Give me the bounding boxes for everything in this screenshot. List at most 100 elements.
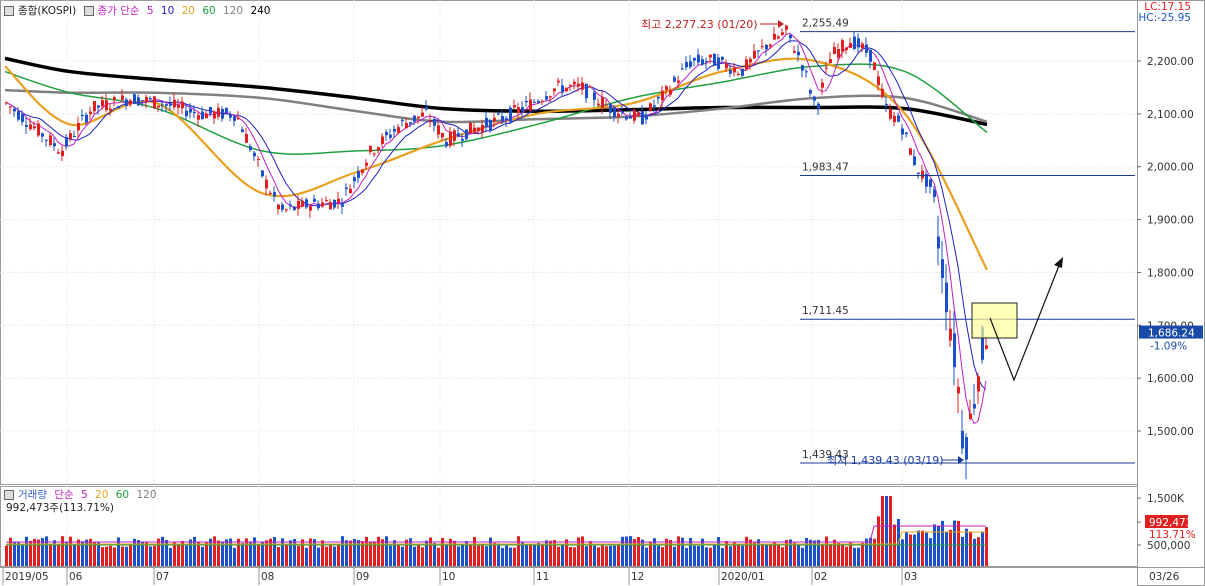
volume-bar	[489, 537, 492, 566]
candle-body	[49, 135, 52, 146]
volume-bar	[29, 540, 32, 566]
candle-body	[693, 57, 696, 61]
candle-body	[185, 110, 188, 117]
volume-bar	[633, 539, 636, 566]
candle-body	[625, 116, 628, 120]
volume-bar	[865, 538, 868, 566]
volume-bar	[221, 542, 224, 566]
candle-body	[89, 111, 92, 115]
candle-body	[737, 74, 740, 76]
volume-bar	[273, 536, 276, 566]
volume-bar	[73, 544, 76, 566]
volume-panel	[5, 496, 988, 566]
candle-body	[101, 100, 104, 107]
volume-bar	[537, 542, 540, 566]
candle-body	[873, 62, 876, 71]
candle-body	[441, 133, 444, 138]
volume-bar	[513, 547, 516, 566]
axes: 2,200.00 2,100.00 2,000.00 1,900.00 1,800.00…	[2, 56, 1203, 585]
candle-body	[797, 51, 800, 56]
candle-body	[241, 129, 244, 133]
candle-body	[425, 106, 428, 110]
volume-bar	[713, 545, 716, 566]
hc-value: HC:-25.95	[1138, 12, 1191, 24]
volume-bar	[25, 536, 28, 566]
candle-body	[525, 100, 528, 103]
volume-bar	[509, 547, 512, 566]
candle-body	[733, 67, 736, 73]
highlight-box	[971, 302, 1018, 339]
volume-bar	[357, 540, 360, 566]
volume-bar	[349, 540, 352, 566]
candle-body	[33, 126, 36, 129]
candle-body	[465, 129, 468, 140]
x-tick-label: 06	[69, 571, 83, 583]
low-annotation: 최저 1,439.43 (03/19)	[827, 454, 944, 467]
volume-bar	[445, 544, 448, 566]
candle-body	[125, 99, 128, 106]
candle-body	[433, 118, 436, 126]
volume-bar	[301, 539, 304, 566]
legend-box-icon[interactable]	[4, 6, 14, 16]
volume-bar	[325, 546, 328, 566]
volume-bar	[285, 543, 288, 566]
current-change: -1.09%	[1150, 341, 1187, 353]
current-price: 1,686.24	[1148, 328, 1195, 340]
candle-body	[917, 172, 920, 174]
candle-body	[17, 111, 20, 120]
volume-bar	[929, 538, 932, 566]
candle-body	[837, 49, 840, 58]
candle-body	[545, 96, 548, 100]
candle-body	[65, 137, 68, 147]
candle-body	[685, 62, 688, 68]
candle-body	[761, 46, 764, 48]
candle-body	[749, 58, 752, 63]
candles	[5, 24, 988, 480]
legend-box-icon[interactable]	[83, 6, 94, 16]
projection-arrow-head	[1054, 257, 1063, 268]
candle-body	[353, 177, 356, 182]
volume-bar	[593, 545, 596, 566]
candle-body	[829, 59, 832, 64]
candle-body	[773, 33, 776, 40]
candle-body	[513, 105, 516, 108]
candle-body	[881, 88, 884, 97]
candle-body	[589, 86, 592, 88]
volume-bar	[81, 541, 84, 566]
volume-bar	[401, 546, 404, 566]
candle-body	[373, 153, 376, 155]
volume-bar	[797, 544, 800, 566]
candle-body	[217, 107, 220, 117]
volume-bar	[577, 537, 580, 566]
volume-bar	[837, 542, 840, 566]
candle-body	[249, 146, 252, 151]
volume-bar	[173, 542, 176, 566]
volume-ma-5: 5	[81, 489, 88, 501]
candle-body	[45, 139, 48, 141]
candle-body	[409, 122, 412, 124]
volume-bar	[5, 545, 8, 566]
candle-body	[969, 413, 972, 419]
y-tick-label: 2,200.00	[1147, 56, 1194, 68]
legend-box-icon[interactable]	[4, 490, 14, 500]
volume-bar	[705, 547, 708, 566]
candle-body	[661, 90, 664, 101]
volume-label: 거래량	[18, 489, 47, 501]
volume-bar	[901, 539, 904, 566]
volume-bar	[689, 537, 692, 566]
volume-bar	[89, 538, 92, 566]
ma-period-5: 5	[146, 5, 154, 17]
candle-body	[369, 145, 372, 153]
volume-bar	[97, 541, 100, 566]
volume-bar	[785, 539, 788, 566]
volume-bar	[977, 537, 980, 566]
candle-body	[957, 386, 960, 394]
candle-body	[745, 59, 748, 70]
candle-body	[345, 187, 348, 189]
candle-body	[201, 111, 204, 119]
volume-bar	[421, 547, 424, 566]
volume-bar	[405, 539, 408, 566]
candle-body	[349, 188, 352, 194]
candle-body	[521, 107, 524, 112]
volume-bar	[385, 536, 388, 566]
